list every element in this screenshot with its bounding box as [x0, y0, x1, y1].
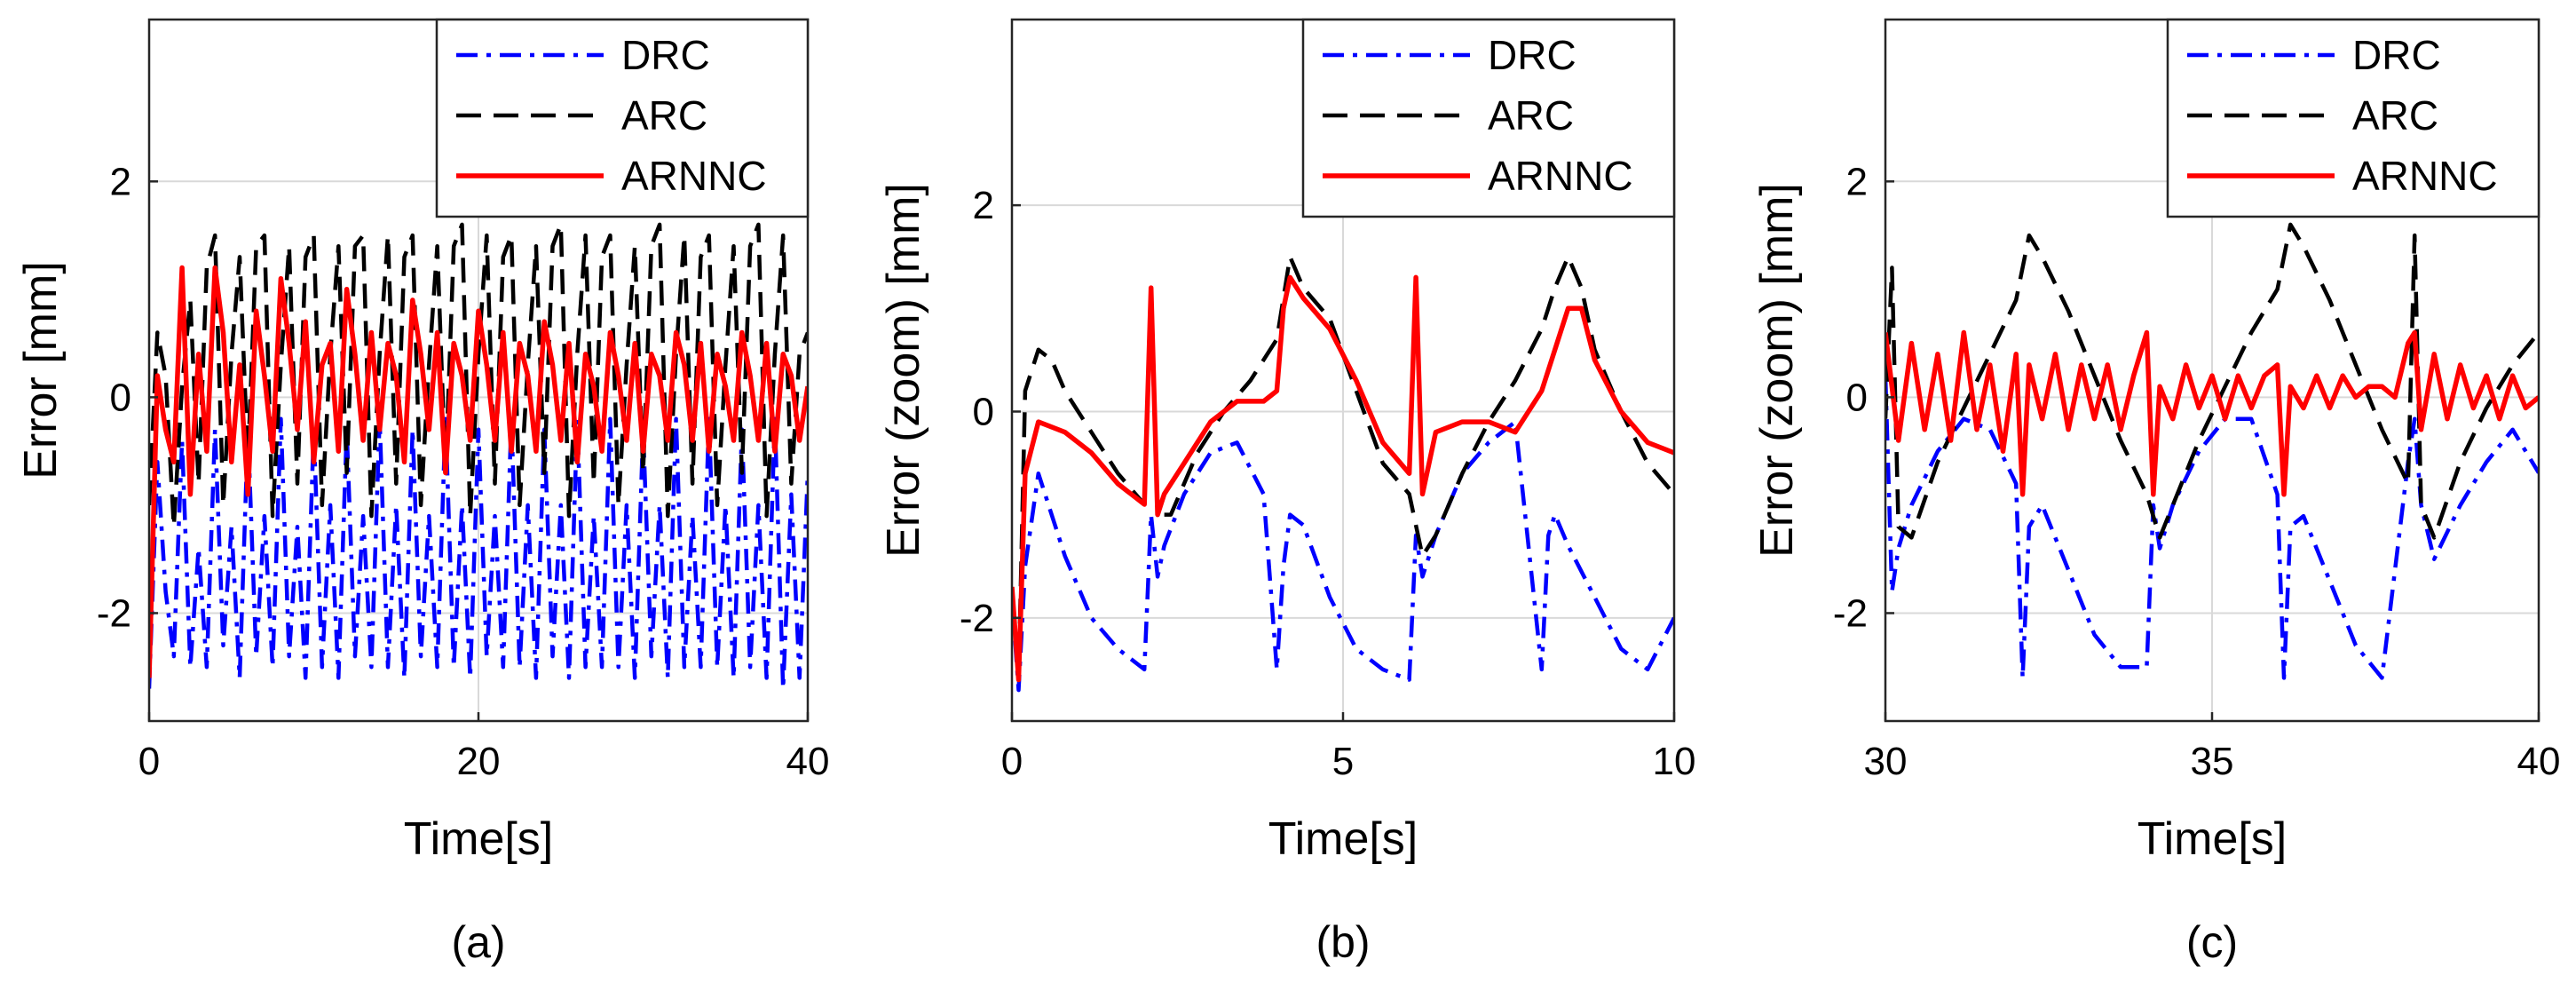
y-tick-label: 2	[973, 184, 994, 227]
y-axis-label: Error (zoom) [mm]	[1751, 183, 1803, 558]
legend-label-drc: DRC	[621, 32, 710, 78]
y-tick-label: -2	[1833, 591, 1868, 635]
x-tick-label: 40	[786, 740, 830, 783]
legend-label-drc: DRC	[2352, 32, 2441, 78]
chart-panel-1: 0 20 40 -2 0 2 Time[s] Error [mm] (a) DRC ARC ARNNC	[15, 18, 830, 967]
x-axis-label: Time[s]	[404, 813, 554, 865]
legend: DRC ARC ARNNC	[435, 18, 810, 218]
series-line-arnnc	[1885, 329, 2539, 497]
legend-label-arnnc: ARNNC	[1488, 153, 1633, 199]
panel-label: (c)	[2186, 917, 2238, 967]
chart-panel-2: 0 5 10 -2 0 2 Time[s] Error (zoom) [mm] (b) DRC AR…	[878, 18, 1696, 967]
x-tick-label: 30	[1864, 740, 1908, 783]
y-tick-label: 0	[973, 390, 994, 433]
x-axis-label: Time[s]	[2137, 813, 2288, 865]
series-line-drc	[1012, 419, 1674, 693]
series-group	[149, 222, 808, 691]
series-line-arc	[149, 222, 808, 529]
series-line-arnnc	[149, 265, 808, 678]
chart-panel-3: 30 35 40 -2 0 2 Time[s] Error (zoom) [mm] (c) DRC…	[1751, 18, 2561, 967]
legend: DRC ARC ARNNC	[1301, 18, 1676, 218]
y-axis-label: Error (zoom) [mm]	[878, 183, 929, 558]
legend-box	[435, 18, 810, 218]
y-tick-label: 0	[1846, 376, 1868, 419]
x-tick-label: 5	[1332, 740, 1354, 783]
legend-label-arnnc: ARNNC	[621, 153, 767, 199]
legend-label-arc: ARC	[2352, 92, 2438, 139]
x-tick-label: 0	[138, 740, 160, 783]
panel-label: (b)	[1316, 917, 1370, 967]
series-line-arnnc	[1012, 274, 1674, 683]
legend-box	[2166, 18, 2540, 218]
y-tick-label: 2	[110, 160, 131, 203]
panel-label: (a)	[451, 917, 505, 967]
legend-label-drc: DRC	[1488, 32, 1576, 78]
legend-box	[1301, 18, 1676, 218]
y-tick-label: 2	[1846, 160, 1868, 203]
x-tick-label: 35	[2191, 740, 2234, 783]
legend: DRC ARC ARNNC	[2166, 18, 2540, 218]
series-line-drc	[149, 416, 808, 691]
x-tick-label: 0	[1001, 740, 1023, 783]
legend-label-arc: ARC	[1488, 92, 1574, 139]
series-line-drc	[1885, 376, 2539, 680]
legend-label-arc: ARC	[621, 92, 707, 139]
series-group	[1012, 254, 1674, 693]
y-axis-label: Error [mm]	[15, 261, 67, 480]
x-tick-label: 20	[457, 740, 501, 783]
y-tick-label: -2	[960, 597, 994, 640]
x-tick-label: 10	[1653, 740, 1696, 783]
legend-label-arnnc: ARNNC	[2352, 153, 2498, 199]
y-tick-label: 0	[110, 376, 131, 419]
y-tick-label: -2	[97, 591, 131, 635]
series-line-arc	[1012, 254, 1674, 682]
series-group	[1885, 222, 2539, 680]
x-tick-label: 40	[2517, 740, 2561, 783]
x-axis-label: Time[s]	[1268, 813, 1418, 865]
